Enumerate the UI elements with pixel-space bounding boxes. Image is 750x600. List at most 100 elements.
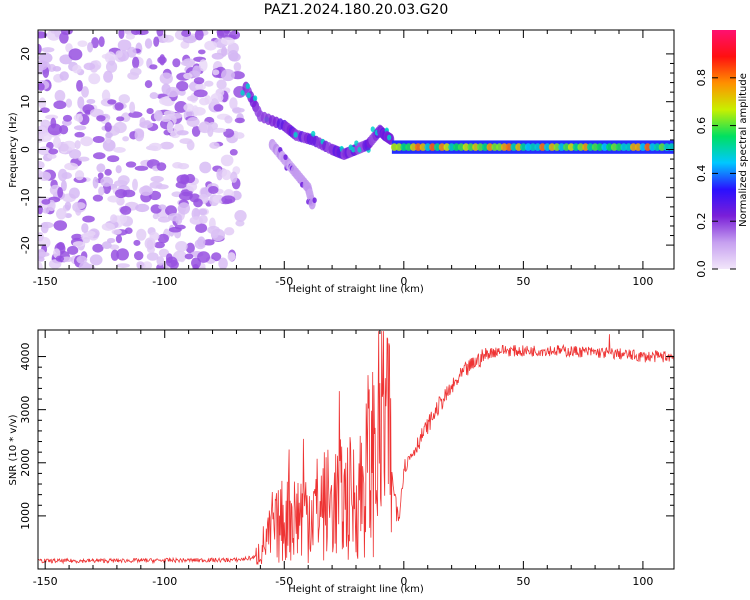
spectrogram-carrier-cell — [515, 143, 522, 151]
spectrogram-noise-cell — [160, 141, 174, 150]
spectrogram-noise-cell — [42, 207, 50, 214]
spectrogram-carrier-cell — [410, 143, 417, 151]
spectrogram-noise-cell — [38, 251, 50, 257]
spectrogram-noise-cell — [82, 215, 95, 223]
spectrogram-noise-cell — [98, 186, 105, 196]
spectrogram-carrier-cell — [457, 143, 465, 151]
spectrogram-noise-cell — [146, 107, 154, 115]
spectrogram-carrier-cell — [453, 143, 460, 151]
spectrogram-carrier-cell — [400, 143, 408, 151]
spectrogram-carrier-cell — [601, 143, 609, 151]
spectrogram-y-tick-label: 0 — [19, 146, 32, 153]
spectrogram-noise-cell — [193, 89, 208, 98]
spectrogram-noise-cell — [149, 231, 160, 241]
spectrogram-noise-cell — [234, 132, 245, 139]
spectrogram-noise-cell — [144, 80, 153, 89]
spectrogram-noise-cell — [81, 223, 89, 234]
spectrogram-noise-cell — [117, 39, 132, 51]
spectrogram-carrier-cell — [510, 143, 518, 151]
snr-axis-ticks: -150 -100 -50 0 50 100 1000 2000 3000 4000 — [19, 330, 674, 588]
spectrogram-y-tick-label: -10 — [19, 188, 32, 206]
spectrogram-carrier-cell — [625, 143, 632, 151]
spectrogram-noise-cell — [54, 30, 61, 38]
spectrogram-noise-cell — [134, 165, 149, 171]
spectrogram-x-tick-label: 0 — [400, 275, 407, 288]
spectrogram-noise-cell — [183, 72, 193, 80]
spectrogram-noise-cell — [53, 136, 62, 149]
spectrogram-noise-cell — [197, 251, 211, 263]
spectrogram-noise-cell — [211, 52, 224, 60]
spectrogram-noise-cell — [92, 194, 104, 202]
spectrogram-noise-cell — [204, 40, 218, 51]
spectrogram-noise-cell — [234, 117, 245, 124]
spectrogram-noise-cell — [68, 48, 83, 61]
spectrogram-noise-cell — [38, 82, 45, 91]
spectrogram-noise-cell — [105, 132, 113, 139]
spectrogram-noise-cell — [67, 245, 79, 255]
spectrogram-noise-cell — [82, 237, 90, 244]
spectrogram-noise-cell — [221, 46, 228, 57]
spectrogram-noise-cell — [183, 103, 194, 112]
spectrogram-noise-cell — [110, 249, 119, 261]
spectrogram-noise-cell — [208, 185, 219, 194]
spectrogram-noise-cell — [38, 126, 47, 135]
spectrogram-carrier-cell — [596, 143, 604, 151]
spectrogram-x-tick-label: -150 — [33, 275, 58, 288]
spectrogram-noise-cell — [198, 208, 208, 216]
spectrogram-noise-cell — [216, 30, 230, 37]
spectrogram-noise-cell — [38, 97, 47, 110]
spectrogram-noise-cell — [177, 163, 190, 170]
spectrogram-carrier-cell — [491, 143, 499, 151]
spectrogram-noise-cell — [142, 261, 153, 269]
spectrogram-noise-cell — [76, 255, 88, 264]
colorbar-tick-label: 0.6 — [695, 117, 708, 135]
snr-series-line — [38, 331, 674, 565]
figure-title: PAZ1.2024.180.20.03.G20 — [264, 2, 449, 18]
spectrogram-noise-cell — [182, 34, 197, 44]
spectrogram-noise-cell — [38, 146, 51, 156]
spectrogram-noise-cell — [179, 138, 193, 145]
spectrogram-noise-cell — [72, 241, 86, 247]
spectrogram-noise-cell — [62, 114, 73, 122]
spectrogram-noise-cell — [153, 111, 163, 121]
spectrogram-noise-cell — [198, 59, 208, 72]
spectrogram-noise-cell — [175, 181, 187, 189]
spectrogram-noise-cell — [47, 153, 57, 159]
colorbar-tick-label: 0.0 — [695, 260, 708, 278]
colorbar — [712, 30, 736, 269]
spectrogram-noise-cell — [218, 257, 228, 269]
spectrogram-carrier-cell — [586, 143, 594, 151]
spectrogram-carrier-cell — [582, 143, 589, 151]
snr-x-tick-label: -100 — [152, 575, 177, 588]
spectrogram-noise-cell — [92, 243, 104, 253]
colorbar-label: Normalized spectral amplitude — [738, 73, 749, 227]
spectrogram-noise-cell — [45, 114, 59, 120]
spectrogram-tail-peak — [240, 90, 245, 96]
spectrogram-noise-cell — [224, 227, 235, 236]
spectrogram-noise-cell — [38, 261, 43, 269]
spectrogram-noise-cell — [41, 199, 51, 205]
spectrogram-noise-cell — [221, 195, 236, 204]
spectrogram-noise-cell — [221, 68, 235, 82]
spectrogram-carrier-cell — [610, 143, 618, 151]
spectrogram-noise-cell — [38, 43, 42, 55]
spectrogram-carrier-cell — [558, 143, 565, 151]
spectrogram-noise-cell — [224, 115, 233, 124]
spectrogram-x-tick-label: 100 — [632, 275, 653, 288]
spectrogram-noise-cell — [176, 81, 189, 92]
spectrogram-noise-cell — [54, 89, 66, 102]
spectrogram-y-tick-label: -20 — [19, 236, 32, 254]
spectrogram-carrier-cell — [644, 143, 652, 151]
spectrogram-noise-cell — [180, 60, 195, 67]
spectrogram-noise-cell — [77, 96, 85, 109]
spectrogram-noise-cell — [74, 170, 85, 181]
spectrogram-carrier-cell — [653, 143, 661, 151]
colorbar-ticks: 0.0 0.2 0.4 0.6 0.8 — [695, 69, 736, 278]
spectrogram-noise-cell — [122, 136, 130, 142]
spectrogram-noise-cell — [163, 110, 176, 117]
spectrogram-noise-cell — [88, 73, 101, 85]
spectrogram-x-tick-label: -50 — [275, 275, 293, 288]
spectrogram-noise-cell — [38, 60, 48, 71]
spectrogram-noise-cell — [233, 62, 242, 72]
spectrogram-noise-cell — [38, 160, 45, 170]
